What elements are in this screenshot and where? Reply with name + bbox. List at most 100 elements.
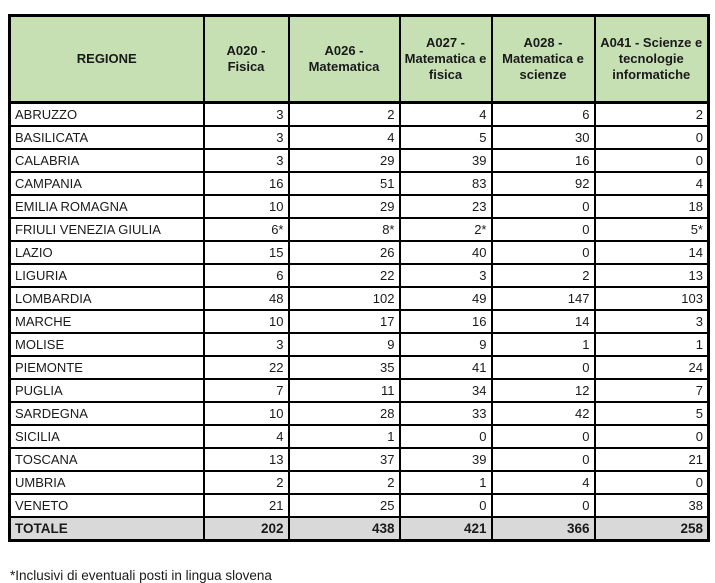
- value-cell: 0: [490, 493, 596, 518]
- region-cell: SARDEGNA: [8, 401, 205, 426]
- value-cell: 25: [287, 493, 401, 518]
- table-row: LAZIO 15 26 40 0 14: [8, 240, 710, 265]
- value-cell: 40: [398, 240, 493, 265]
- value-cell: 13: [202, 447, 290, 472]
- table-header: REGIONE A020 - Fisica A026 - Matematica …: [8, 14, 710, 104]
- table-row: UMBRIA 2 2 1 4 0: [8, 470, 710, 495]
- value-cell: 4: [490, 470, 596, 495]
- value-cell: 2*: [398, 217, 493, 242]
- value-cell: 48: [202, 286, 290, 311]
- value-cell: 22: [202, 355, 290, 380]
- value-cell: 21: [202, 493, 290, 518]
- value-cell: 0: [593, 424, 710, 449]
- value-cell: 92: [490, 171, 596, 196]
- value-cell: 26: [287, 240, 401, 265]
- table-row: EMILIA ROMAGNA 10 29 23 0 18: [8, 194, 710, 219]
- value-cell: 9: [287, 332, 401, 357]
- value-cell: 2: [202, 470, 290, 495]
- value-cell: 3: [202, 148, 290, 173]
- value-cell: 51: [287, 171, 401, 196]
- table-row: SICILIA 4 1 0 0 0: [8, 424, 710, 449]
- value-cell: 1: [398, 470, 493, 495]
- table-row: PIEMONTE 22 35 41 0 24: [8, 355, 710, 380]
- value-cell: 33: [398, 401, 493, 426]
- table-row: BASILICATA 3 4 5 30 0: [8, 125, 710, 150]
- table-row: CALABRIA 3 29 39 16 0: [8, 148, 710, 173]
- value-cell: 3: [398, 263, 493, 288]
- region-cell: CALABRIA: [8, 148, 205, 173]
- value-cell: 35: [287, 355, 401, 380]
- value-cell: 13: [593, 263, 710, 288]
- value-cell: 10: [202, 309, 290, 334]
- value-cell: 1: [593, 332, 710, 357]
- value-cell: 14: [490, 309, 596, 334]
- total-value-a028: 366: [490, 516, 596, 542]
- value-cell: 29: [287, 148, 401, 173]
- value-cell: 4: [398, 101, 493, 127]
- value-cell: 49: [398, 286, 493, 311]
- region-cell: MOLISE: [8, 332, 205, 357]
- value-cell: 16: [490, 148, 596, 173]
- region-cell: ABRUZZO: [8, 101, 205, 127]
- value-cell: 34: [398, 378, 493, 403]
- table-row: MOLISE 3 9 9 1 1: [8, 332, 710, 357]
- value-cell: 0: [593, 470, 710, 495]
- value-cell: 3: [593, 309, 710, 334]
- region-cell: PUGLIA: [8, 378, 205, 403]
- value-cell: 2: [593, 101, 710, 127]
- total-value-a027: 421: [398, 516, 493, 542]
- region-cell: CAMPANIA: [8, 171, 205, 196]
- value-cell: 3: [202, 125, 290, 150]
- header-a026-matematica: A026 - Matematica: [287, 14, 401, 104]
- header-a020-fisica: A020 - Fisica: [202, 14, 290, 104]
- table-row: CAMPANIA 16 51 83 92 4: [8, 171, 710, 196]
- region-cell: FRIULI VENEZIA GIULIA: [8, 217, 205, 242]
- footnote: *Inclusivi di eventuali posti in lingua …: [10, 568, 272, 583]
- region-cell: LAZIO: [8, 240, 205, 265]
- region-cell: BASILICATA: [8, 125, 205, 150]
- value-cell: 12: [490, 378, 596, 403]
- value-cell: 0: [593, 148, 710, 173]
- value-cell: 0: [490, 447, 596, 472]
- value-cell: 3: [202, 332, 290, 357]
- value-cell: 0: [398, 424, 493, 449]
- region-cell: VENETO: [8, 493, 205, 518]
- region-cell: LIGURIA: [8, 263, 205, 288]
- value-cell: 8*: [287, 217, 401, 242]
- value-cell: 147: [490, 286, 596, 311]
- region-cell: LOMBARDIA: [8, 286, 205, 311]
- table-row: SARDEGNA 10 28 33 42 5: [8, 401, 710, 426]
- value-cell: 10: [202, 194, 290, 219]
- value-cell: 7: [593, 378, 710, 403]
- value-cell: 21: [593, 447, 710, 472]
- total-label: TOTALE: [8, 516, 205, 542]
- value-cell: 6*: [202, 217, 290, 242]
- value-cell: 29: [287, 194, 401, 219]
- header-a027-matematica-fisica: A027 - Matematica e fisica: [398, 14, 493, 104]
- table-row: LOMBARDIA 48 102 49 147 103: [8, 286, 710, 311]
- region-cell: EMILIA ROMAGNA: [8, 194, 205, 219]
- total-value-a041: 258: [593, 516, 710, 542]
- header-a041-scienze-tecnologie: A041 - Scienze e tecnologie informatiche: [593, 14, 710, 104]
- value-cell: 6: [202, 263, 290, 288]
- value-cell: 38: [593, 493, 710, 518]
- value-cell: 11: [287, 378, 401, 403]
- regions-table: REGIONE A020 - Fisica A026 - Matematica …: [8, 14, 710, 542]
- table-row: MARCHE 10 17 16 14 3: [8, 309, 710, 334]
- value-cell: 14: [593, 240, 710, 265]
- value-cell: 17: [287, 309, 401, 334]
- value-cell: 4: [593, 171, 710, 196]
- value-cell: 10: [202, 401, 290, 426]
- value-cell: 28: [287, 401, 401, 426]
- value-cell: 0: [490, 194, 596, 219]
- table-footer: TOTALE 202 438 421 366 258: [8, 516, 710, 542]
- table-row: VENETO 21 25 0 0 38: [8, 493, 710, 518]
- value-cell: 39: [398, 447, 493, 472]
- value-cell: 2: [287, 470, 401, 495]
- value-cell: 30: [490, 125, 596, 150]
- value-cell: 0: [490, 424, 596, 449]
- total-row: TOTALE 202 438 421 366 258: [8, 516, 710, 542]
- value-cell: 2: [490, 263, 596, 288]
- value-cell: 5: [593, 401, 710, 426]
